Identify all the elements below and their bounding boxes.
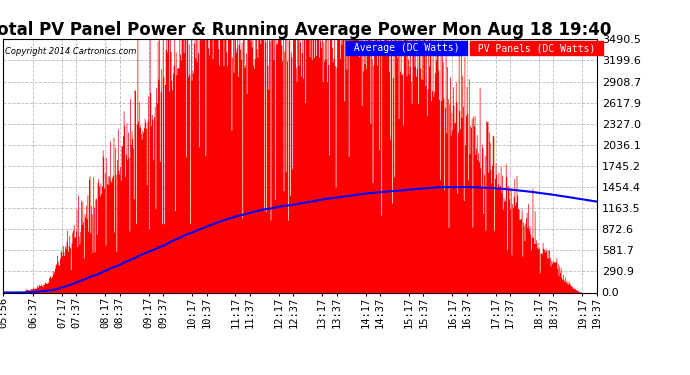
Text: PV Panels (DC Watts): PV Panels (DC Watts) <box>472 43 602 53</box>
Title: Total PV Panel Power & Running Average Power Mon Aug 18 19:40: Total PV Panel Power & Running Average P… <box>0 21 612 39</box>
Text: Copyright 2014 Cartronics.com: Copyright 2014 Cartronics.com <box>5 47 136 56</box>
Text: Average (DC Watts): Average (DC Watts) <box>348 43 465 53</box>
